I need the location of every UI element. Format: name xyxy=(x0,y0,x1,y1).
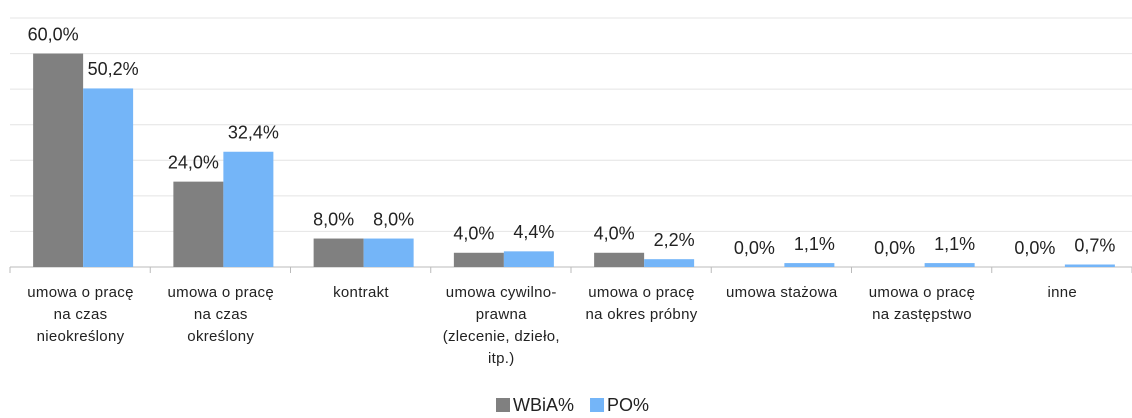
x-tick-label: umowa cywilno- prawna (zlecenie, dzieło,… xyxy=(442,284,560,367)
value-label: 50,2% xyxy=(88,59,139,79)
x-tick-label: umowa o pracę na okres próbny xyxy=(585,284,698,323)
bar xyxy=(363,238,414,267)
bar xyxy=(644,259,695,267)
value-label: 1,1% xyxy=(794,234,835,254)
value-label: 4,0% xyxy=(453,224,494,244)
bar xyxy=(784,263,835,267)
value-label: 32,4% xyxy=(228,122,279,142)
bar xyxy=(223,151,274,267)
value-label: 60,0% xyxy=(28,24,79,44)
value-label: 4,0% xyxy=(594,224,635,244)
x-tick-label: umowa o pracę na czas określony xyxy=(167,284,274,345)
bar xyxy=(503,251,554,267)
value-label: 4,4% xyxy=(513,222,554,242)
legend-label: WBiA% xyxy=(513,395,574,415)
value-label: 0,0% xyxy=(1014,238,1055,258)
value-label: 0,0% xyxy=(874,238,915,258)
x-tick-label: umowa o pracę na czas nieokreślony xyxy=(27,284,134,345)
value-label: 24,0% xyxy=(168,152,219,172)
value-label: 8,0% xyxy=(313,209,354,229)
bar xyxy=(173,181,224,267)
value-label: 8,0% xyxy=(373,209,414,229)
bar xyxy=(453,252,504,267)
x-tick-label: umowa stażowa xyxy=(726,284,838,301)
value-label: 1,1% xyxy=(934,234,975,254)
bar xyxy=(33,53,84,268)
value-label: 0,0% xyxy=(734,238,775,258)
legend-swatch xyxy=(590,398,605,412)
bar xyxy=(924,263,975,267)
bar xyxy=(1064,264,1115,267)
legend-swatch xyxy=(496,398,510,412)
bar xyxy=(83,88,134,267)
value-label: 0,7% xyxy=(1074,235,1115,255)
x-tick-label: kontrakt xyxy=(333,284,389,301)
legend-label: PO% xyxy=(607,395,649,415)
x-tick-label: inne xyxy=(1047,284,1078,301)
x-tick-label: umowa o pracę na zastępstwo xyxy=(868,284,976,323)
bar xyxy=(594,252,645,267)
bar xyxy=(313,238,364,267)
value-label: 2,2% xyxy=(654,230,695,250)
